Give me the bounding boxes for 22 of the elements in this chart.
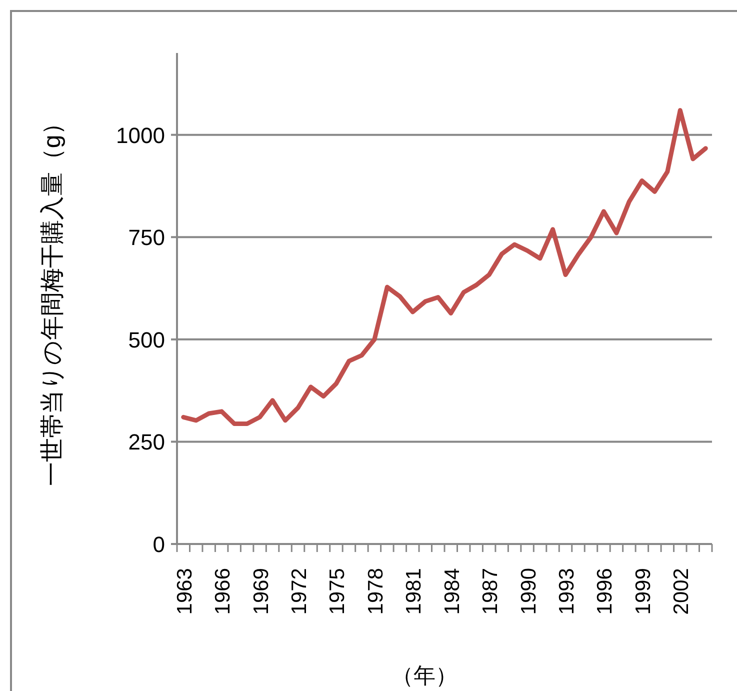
x-axis-title: （年）: [392, 663, 458, 688]
y-tick-label: 0: [152, 532, 165, 557]
y-tick-label: 250: [128, 430, 165, 455]
x-tick-label: 1996: [594, 568, 617, 615]
x-tick-label: 1981: [402, 568, 426, 615]
x-tick-label: 1999: [632, 568, 655, 615]
y-tick-label: 500: [128, 327, 165, 352]
x-tick-label: 1978: [364, 568, 388, 615]
x-tick-label: 1990: [517, 568, 540, 615]
x-tick-label: 1963: [173, 568, 196, 615]
x-tick-label: 1969: [250, 568, 273, 615]
line-series: [181, 108, 708, 426]
x-tick-label: 1966: [212, 568, 235, 615]
x-tick-label: 1993: [556, 568, 579, 615]
y-tick-label: 750: [128, 225, 165, 250]
x-tick-label: 1987: [479, 568, 502, 615]
x-tick-label: 1975: [326, 568, 350, 615]
x-tick-label: 2002: [670, 568, 694, 615]
x-tick-label: 1984: [440, 568, 464, 615]
x-tick-label: 1972: [288, 568, 312, 615]
y-tick-label: 1000: [116, 122, 165, 148]
y-axis-title: 一世帯当りの年間梅干購入量（g）: [39, 110, 66, 486]
